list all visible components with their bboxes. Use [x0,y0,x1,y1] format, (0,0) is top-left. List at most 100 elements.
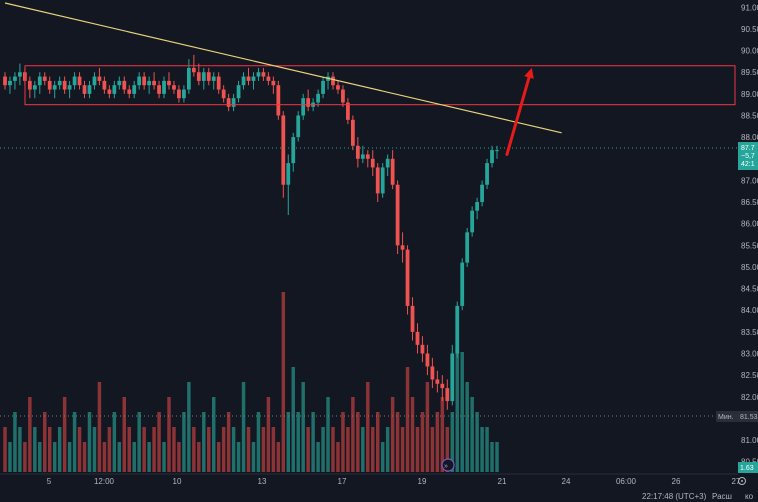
candle [47,76,52,94]
volume-bar [450,412,455,472]
volume-bar [117,442,122,472]
price-tick-label: 89.00 [741,90,758,99]
candle [475,197,480,220]
volume-bar [341,412,345,472]
volume-bar [380,442,385,472]
session-button[interactable]: Расш [712,492,732,501]
candle [13,72,17,90]
volume-bar [132,442,136,472]
time-tick-label: 27 [732,477,741,486]
candle [360,145,365,164]
candle [72,72,77,90]
volume-bars [3,292,499,472]
candle [455,301,460,358]
volume-bar [455,337,459,472]
volume-bar [356,412,360,472]
current-change-label: −5,7 [741,153,755,160]
candle [132,80,137,99]
extra-button[interactable]: ко [745,492,754,501]
price-tick-label: 90.00 [741,47,758,56]
scroll-to-realtime-icon[interactable]: » [441,458,455,472]
volume-bar [43,412,47,472]
volume-bar [316,442,320,472]
time-tick-label: 24 [562,477,571,486]
candle [301,93,306,120]
descending-trendline[interactable] [4,2,562,134]
volume-bar [122,397,127,472]
candle [480,180,484,207]
price-tick-label: 81.00 [741,436,758,445]
volume-bar [306,427,310,472]
volume-bar [430,427,435,472]
volume-bar [475,412,479,472]
time-tick-label: 5 [47,477,52,486]
volume-bar [470,397,474,472]
candle [82,80,87,99]
time-tick-label: 12:00 [94,477,115,486]
volume-bar [182,412,186,472]
price-tick-label: 85.00 [741,263,758,272]
price-tick-label: 90.50 [741,25,758,34]
candle [42,72,47,86]
volume-bar [465,382,469,472]
candle [266,72,271,86]
settings-gear-icon[interactable] [738,477,746,485]
resistance-zone-rectangle[interactable] [24,65,736,106]
candle [321,76,325,99]
volume-bar [157,412,161,472]
volume-bar [301,382,305,472]
time-axis[interactable]: 5 12:00 10 13 17 19 21 24 06:00 26 27 [47,477,741,486]
volume-bar [207,427,211,472]
current-price-label: 87.7 [741,145,755,152]
price-tick-label: 84.00 [741,306,758,315]
candle [62,76,67,94]
candle [201,67,206,90]
volume-bar [57,427,62,472]
volume-bar [361,427,365,472]
candle [341,85,345,107]
candle [271,76,276,94]
candle [117,76,122,90]
volume-bar [390,397,395,472]
volume-bar [420,412,425,472]
candle [8,76,12,94]
time-tick-label: 17 [338,477,347,486]
candle [137,72,142,90]
volume-bar [485,427,489,472]
candle [460,258,465,311]
volume-bar [460,352,464,472]
volume-bar [246,427,251,472]
volume-bar [3,427,7,472]
volume-bar [480,427,484,472]
price-tick-label: 89.50 [741,68,758,77]
candle [400,232,405,263]
candle [57,76,62,90]
volume-bar [425,382,430,472]
volume-bar [142,427,146,472]
price-tick-label: 87.00 [741,176,758,185]
candle [435,370,440,393]
arrow-head [524,67,534,79]
candle [241,72,246,90]
volume-bar [236,442,241,472]
volume-bar [97,382,102,472]
volume-bar [311,412,315,472]
candle [127,85,132,99]
candle [211,72,216,90]
candle [226,93,231,112]
volume-bar [400,427,405,472]
candle [440,375,445,402]
candle [316,89,320,107]
projection-arrow[interactable] [505,67,534,156]
volume-bar [102,442,107,472]
price-tick-label: 82.50 [741,371,758,380]
time-tick-label: 10 [173,477,182,486]
candle [415,323,420,354]
countdown-label: 42:1 [741,161,755,168]
min-label: Мин. [718,414,734,421]
candle [92,72,97,90]
time-tick-label: 21 [498,477,507,486]
candle [385,154,390,177]
volume-bar [23,442,27,472]
